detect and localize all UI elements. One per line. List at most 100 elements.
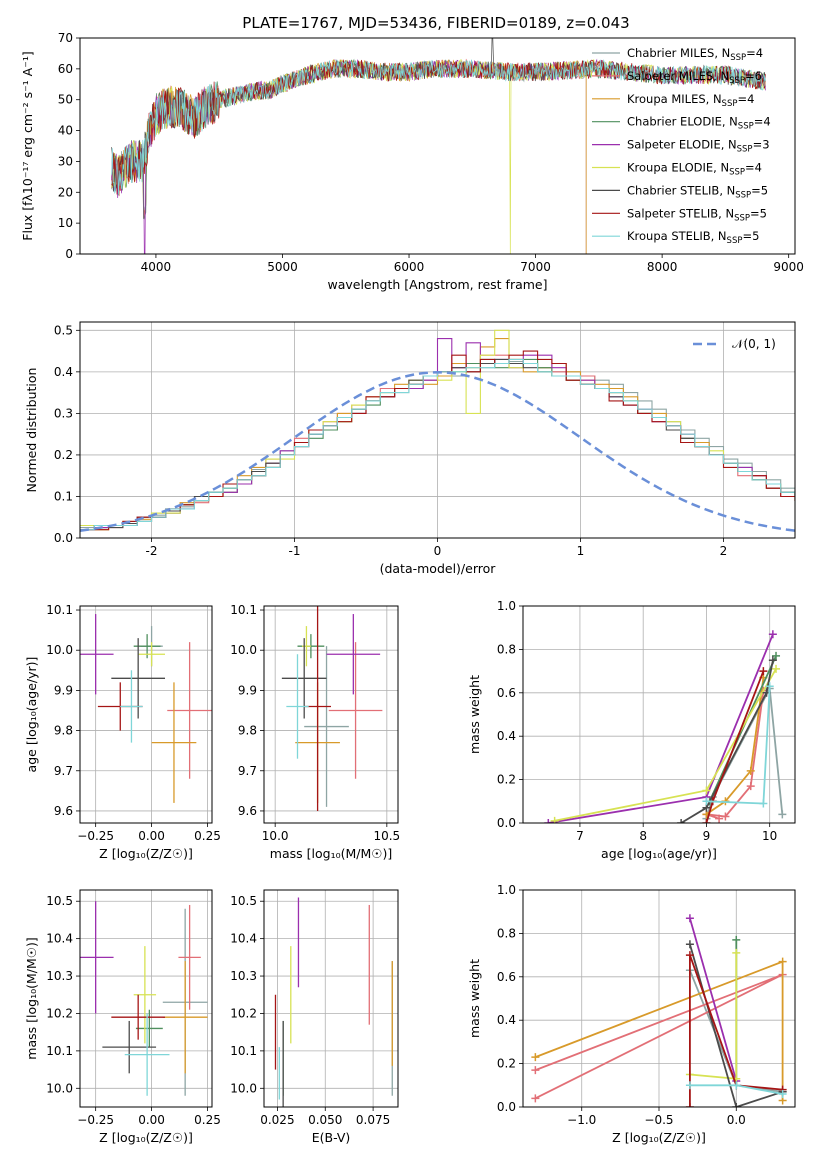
histogram-step	[80, 358, 795, 531]
weight-marker	[677, 819, 686, 823]
legend-subscript: SSP	[727, 236, 743, 246]
legend-label: Salpeter ELODIE, NSSP=3	[627, 138, 770, 155]
x-tick-label: 0.00	[138, 829, 165, 843]
y-tick-label: 0.2	[497, 1057, 516, 1071]
spectrum-line	[111, 59, 766, 195]
x-tick-label: 4000	[141, 260, 172, 274]
spectrum-line	[111, 59, 587, 254]
y-tick-label: 0.4	[497, 1013, 516, 1027]
legend-subscript: SSP	[738, 122, 754, 132]
y-axis-label: Normed distribution	[24, 368, 39, 493]
legend-label: Kroupa ELODIE, NSSP=4	[627, 161, 762, 178]
weight-marker	[759, 667, 768, 676]
chart-age_vs_mass: 10.0 10.5 9.6 9.7 9.8 9.9 10.0 10.1 mass [log₁₀(…	[230, 603, 400, 861]
x-tick-label: −0.25	[77, 829, 114, 843]
weight-marker	[772, 651, 781, 660]
y-tick-label: 9.9	[238, 683, 257, 697]
y-tick-label: 10.4	[46, 932, 73, 946]
y-tick-label: 10	[58, 216, 73, 230]
y-tick-label: 70	[58, 31, 73, 45]
y-tick-label: 10.1	[46, 1044, 73, 1058]
legend-label: Chabrier STELIB, NSSP=5	[627, 183, 768, 200]
weight-marker	[531, 1066, 540, 1075]
weight-line	[689, 954, 783, 1107]
weight-marker	[531, 1053, 540, 1062]
x-tick-label: 1	[577, 544, 585, 558]
chart-mass_vs_ebv: 0.025 0.050 0.075 10.0 10.1 10.2 10.3 10.4 10.5 E…	[230, 889, 399, 1145]
x-tick-label: −0.5	[644, 1113, 673, 1127]
y-tick-label: 10.1	[46, 603, 73, 617]
x-axis-label: E(B-V)	[312, 1130, 351, 1145]
y-axis-label: mass weight	[467, 675, 482, 754]
weight-line	[705, 677, 765, 816]
spectrum-line	[111, 58, 587, 254]
y-tick-label: 1.0	[497, 599, 516, 613]
y-tick-label: 9.9	[54, 683, 73, 697]
weight-marker	[685, 940, 694, 949]
x-tick-label: 8	[639, 829, 647, 843]
chart-weight_vs_age: 7 8 9 10 0.0 0.2 0.4 0.6 0.8 1.0 age [log₁₀(age/yr…	[467, 599, 796, 861]
y-tick-label: 10.5	[230, 894, 257, 908]
plot-area	[111, 38, 766, 254]
x-tick-label: -1	[289, 544, 301, 558]
y-tick-label: 0.8	[497, 926, 516, 940]
axes-frame	[522, 889, 796, 1108]
weight-marker	[685, 1103, 694, 1107]
x-tick-label: 0.00	[138, 1113, 165, 1127]
legend-tail: =5	[751, 183, 768, 197]
weight-line	[689, 917, 738, 1082]
y-tick-label: 50	[58, 93, 73, 107]
y-tick-label: 0.1	[54, 489, 73, 503]
weight-marker	[702, 797, 711, 806]
y-tick-label: 0	[65, 247, 73, 261]
plot-area	[544, 630, 787, 823]
y-tick-label: 9.6	[238, 804, 257, 818]
weight-marker	[768, 630, 777, 639]
x-tick-label: 7000	[520, 260, 551, 274]
spectrum-line	[111, 59, 587, 254]
histogram-step	[80, 358, 795, 531]
x-tick-label: 7	[576, 829, 584, 843]
legend-tail: =4	[745, 161, 762, 175]
plot-area	[80, 901, 208, 1096]
legend-subscript: SSP	[722, 99, 738, 109]
legend-subscript: SSP	[734, 213, 750, 223]
y-tick-label: 0.2	[497, 773, 516, 787]
x-tick-label: 8000	[647, 260, 678, 274]
legend: Chabrier MILES, NSSP=4 Salpeter MILES, NS…	[592, 46, 771, 246]
weight-marker	[778, 810, 787, 819]
weight-marker	[768, 656, 777, 665]
legend-tail: =5	[750, 206, 767, 220]
figure-title: PLATE=1767, MJD=53436, FIBERID=0189, z=0…	[242, 14, 629, 32]
weight-marker	[778, 1089, 787, 1098]
x-tick-label: −0.25	[77, 1113, 114, 1127]
plot-area	[281, 606, 383, 811]
chart-mass_vs_Z: −0.25 0.00 0.25 10.0 10.1 10.2 10.3 10.4 10.5 Z […	[24, 889, 221, 1145]
x-tick-label: 5000	[267, 260, 298, 274]
y-tick-label: 40	[58, 124, 73, 138]
x-axis-label: Z [log₁₀(Z/Z☉)]	[612, 1130, 706, 1145]
y-axis-label: mass [log₁₀(M/M☉)]	[24, 937, 39, 1059]
legend-tail: =4	[754, 115, 771, 129]
y-tick-label: 10.0	[230, 1081, 257, 1095]
y-tick-label: 9.6	[54, 804, 73, 818]
y-tick-label: 20	[58, 185, 73, 199]
y-tick-label: 0.0	[497, 816, 516, 830]
chart-spectrum: 4000 5000 6000 7000 8000 9000 0 10 20 30 40 50 60 70 w…	[20, 31, 804, 292]
x-tick-label: 0.0	[727, 1113, 746, 1127]
chart-residuals: -2 -1 0 1 2 0.0 0.1 0.2 0.3 0.4 0.5 (data-model)/er…	[24, 321, 796, 576]
weight-marker	[732, 935, 741, 944]
weight-marker	[721, 812, 730, 821]
weight-marker	[685, 914, 694, 923]
y-tick-label: 0.6	[497, 686, 516, 700]
weight-marker	[544, 819, 553, 823]
y-axis-label: mass weight	[467, 959, 482, 1038]
x-tick-label: 0.050	[308, 1113, 342, 1127]
y-tick-label: 10.1	[230, 603, 257, 617]
x-tick-label: 0.075	[356, 1113, 390, 1127]
x-tick-label: 0.25	[194, 829, 221, 843]
x-tick-label: 10.0	[262, 829, 289, 843]
y-tick-label: 10.3	[230, 969, 257, 983]
x-axis-label: Z [log₁₀(Z/Z☉)]	[99, 1130, 193, 1145]
